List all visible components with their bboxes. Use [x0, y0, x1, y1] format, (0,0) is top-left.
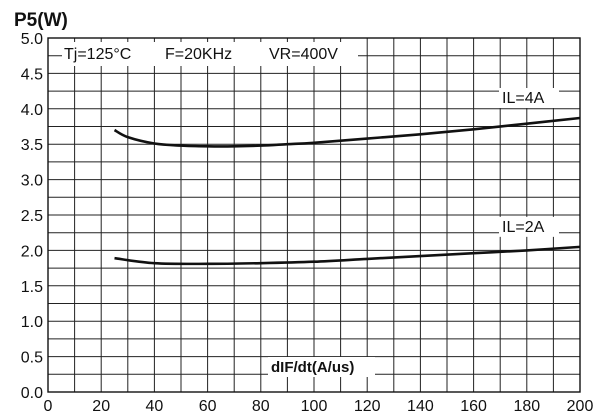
- series-lines: IL=4A IL=2A: [113, 90, 581, 266]
- y-axis-label: P5(W): [14, 10, 68, 31]
- x-axis-label-background: [268, 357, 375, 377]
- y-tick-label: 2.0: [21, 243, 43, 260]
- condition-tj: Tj=125°C: [64, 46, 131, 63]
- grid: [48, 38, 580, 392]
- x-tick-label: 160: [460, 398, 487, 415]
- y-tick-label: 5.0: [21, 31, 43, 48]
- y-tick-label: 1.0: [21, 314, 43, 331]
- y-tick-label: 4.5: [21, 66, 43, 83]
- label-backgrounds: [499, 88, 559, 237]
- plot-frame: [47, 37, 581, 393]
- x-tick-label: 60: [199, 398, 217, 415]
- x-tick-label: 140: [407, 398, 434, 415]
- x-tick-label: 0: [44, 398, 53, 415]
- series-label-1: IL=4A: [502, 90, 545, 107]
- x-tick-label: 200: [567, 398, 594, 415]
- x-tick-label: 40: [146, 398, 164, 415]
- series-line-2: [114, 245, 581, 266]
- y-tick-label: 0.5: [21, 350, 43, 367]
- y-tick-label: 4.0: [21, 102, 43, 119]
- tick-labels: 0 20 40 60 80 100 120 140 160 180 200 0.0 0.5 1.0 1.5 2…: [21, 31, 594, 415]
- x-axis-label: dIF/dt(A/us): [271, 359, 354, 376]
- y-tick-label: 3.5: [21, 137, 43, 154]
- condition-vr: VR=400V: [269, 46, 338, 63]
- y-tick-label: 3.0: [21, 173, 43, 190]
- conditions-background: [62, 42, 358, 66]
- y-tick-label: 1.5: [21, 279, 43, 296]
- series-label-background: [499, 216, 559, 237]
- series-label-background: [499, 88, 559, 109]
- y-tick-label: 0.0: [21, 385, 43, 402]
- x-tick-label: 20: [92, 398, 110, 415]
- y-tick-label: 2.5: [21, 208, 43, 225]
- series-label-2: IL=2A: [502, 219, 545, 236]
- x-tick-label: 120: [354, 398, 381, 415]
- x-tick-label: 180: [513, 398, 540, 415]
- condition-frequency: F=20KHz: [165, 46, 232, 63]
- x-tick-label: 100: [301, 398, 328, 415]
- x-tick-label: 80: [252, 398, 270, 415]
- series-line-1: [113, 116, 581, 148]
